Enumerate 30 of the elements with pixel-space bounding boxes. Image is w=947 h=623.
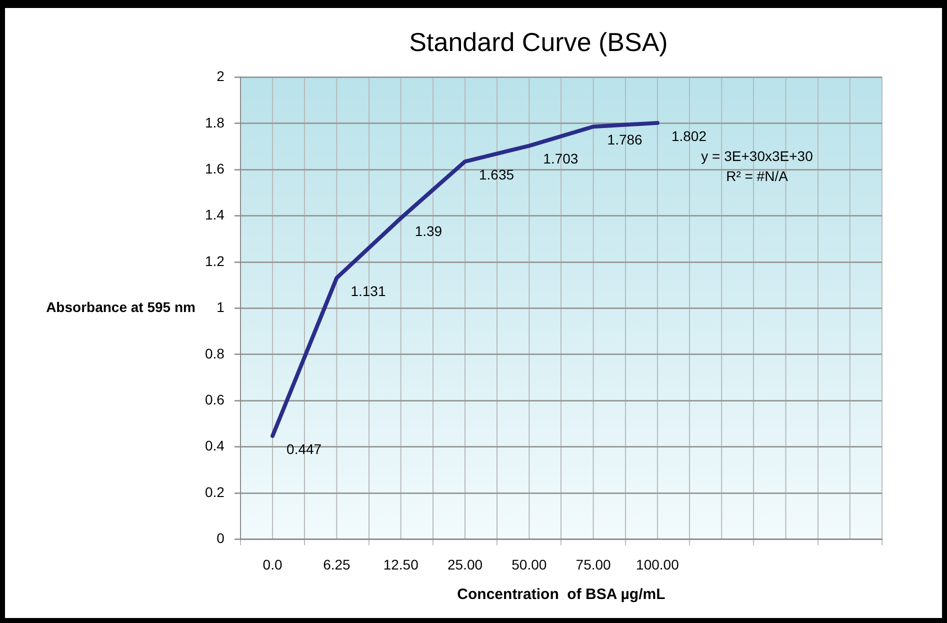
y-tick-label: 1 — [216, 299, 225, 316]
y-tick-label: 2 — [216, 68, 225, 84]
data-label: 1.802 — [671, 128, 707, 144]
x-tick-label: 75.00 — [576, 556, 612, 572]
annotation: y = 3E+30x3E+30 — [701, 148, 814, 164]
data-label: 1.635 — [479, 166, 514, 182]
x-tick-label: 25.00 — [447, 556, 483, 572]
x-tick-label: 0.0 — [262, 556, 282, 572]
data-label: 0.447 — [286, 440, 322, 457]
x-tick-label: 12.50 — [383, 556, 419, 572]
data-label: 1.131 — [350, 282, 386, 299]
data-label: 1.703 — [543, 150, 578, 167]
y-axis-title: Absorbance at 595 nm — [46, 299, 196, 316]
x-tick-label: 6.25 — [323, 556, 351, 572]
y-tick-label: 0.4 — [204, 438, 225, 454]
x-tick-label: 100.00 — [636, 556, 680, 572]
y-tick-label: 1.6 — [204, 160, 225, 176]
y-tick-label: 1.4 — [204, 206, 225, 223]
annotation: R² = #N/A — [726, 168, 789, 184]
y-tick-label: 0.2 — [204, 484, 225, 500]
y-tick-label: 1.8 — [204, 114, 225, 130]
x-axis-title: Concentration of BSA µg/mL — [457, 586, 666, 604]
y-tick-label: 0 — [216, 530, 225, 546]
data-label: 1.786 — [607, 131, 643, 148]
y-tick-label: 1.2 — [204, 252, 225, 269]
y-tick-label: 0.6 — [204, 391, 225, 408]
y-tick-label: 0.8 — [204, 345, 225, 362]
data-label: 1.39 — [414, 222, 442, 239]
chart-title: Standard Curve (BSA) — [409, 26, 668, 57]
x-tick-label: 50.00 — [512, 556, 547, 572]
